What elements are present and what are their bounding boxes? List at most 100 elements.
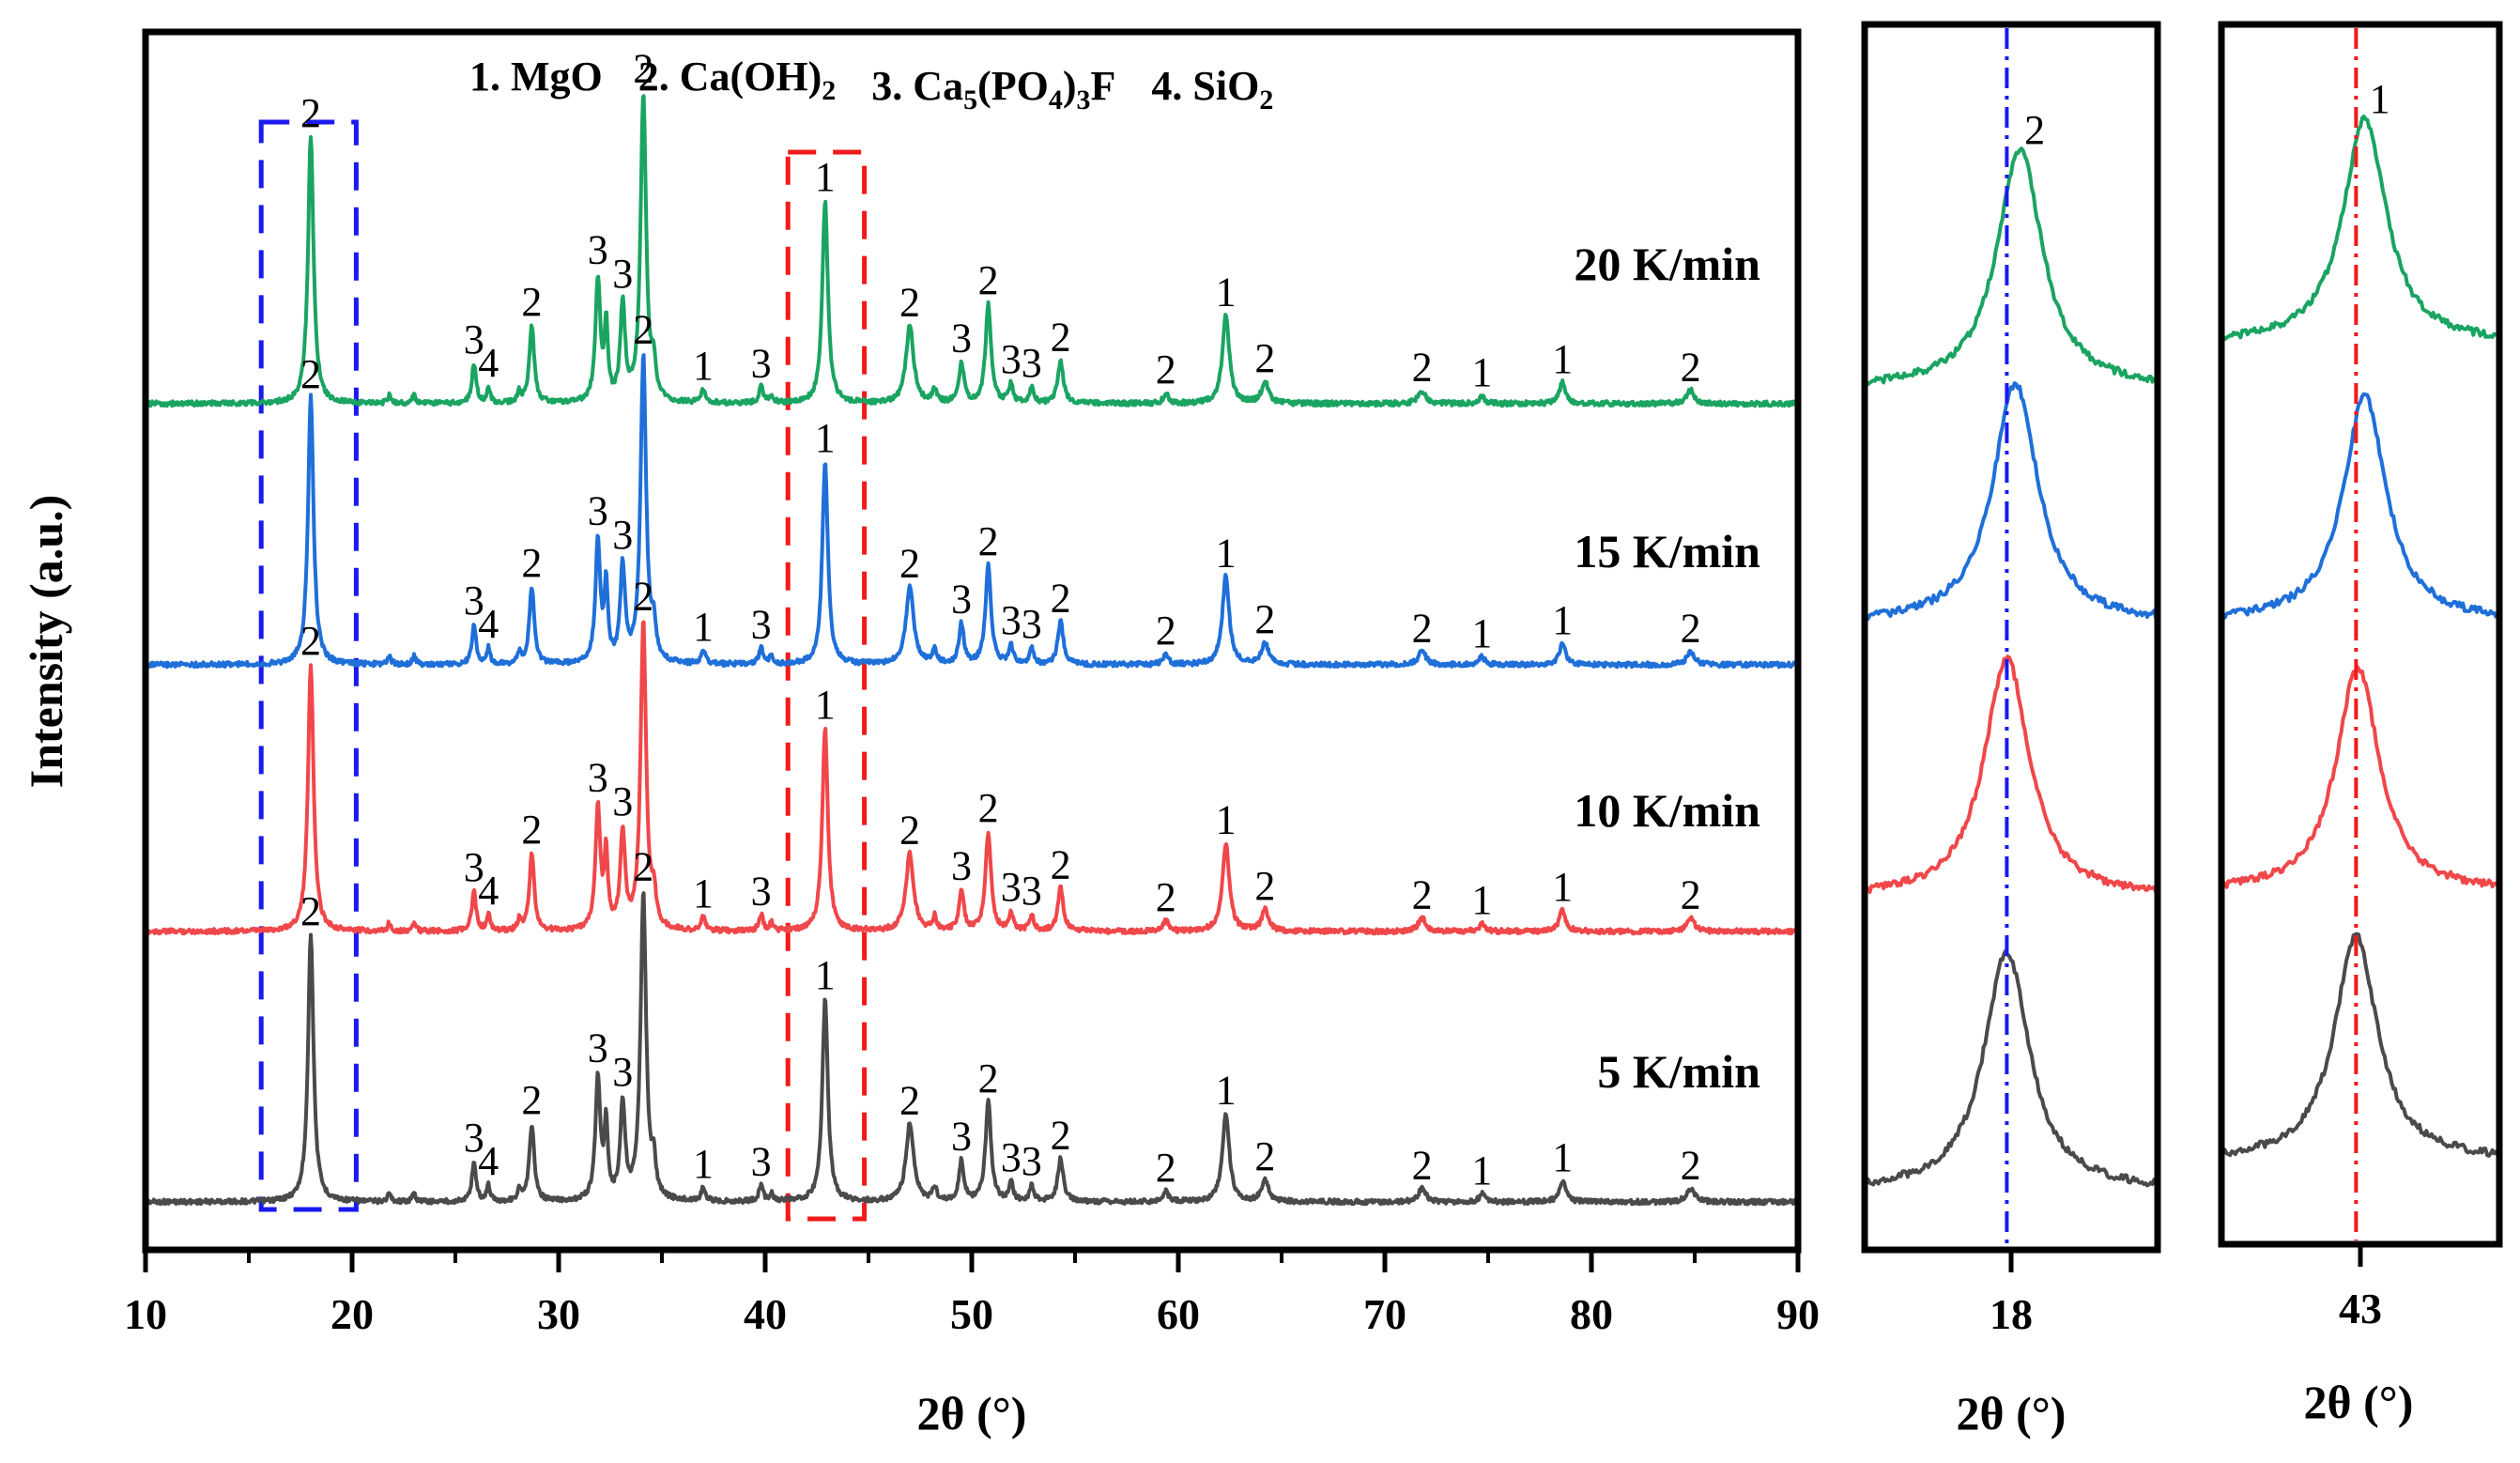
peak-label: 2 xyxy=(978,257,999,303)
peak-label: 1 xyxy=(815,952,836,998)
peak-label: 2 xyxy=(633,306,653,352)
x-tick-label: 70 xyxy=(1363,1290,1406,1338)
peak-label: 2 xyxy=(1254,596,1275,642)
inset-series-line-15-k-min xyxy=(2220,392,2501,620)
x-tick-label: 80 xyxy=(1570,1290,1613,1338)
peak-label: 3 xyxy=(464,578,484,624)
peak-label: 2 xyxy=(1156,1145,1176,1191)
rate-label: 10 K/min xyxy=(1574,784,1760,837)
peak-label: 3 xyxy=(951,1114,972,1160)
peak-label: 1 xyxy=(693,604,714,650)
highlight-boxes xyxy=(258,119,868,1222)
x-tick-label: 20 xyxy=(330,1290,374,1338)
peak-label: 2 xyxy=(1681,606,1701,652)
peak-label: 2 xyxy=(1051,842,1071,888)
peak-label: 1 xyxy=(1552,597,1573,643)
peak-label: 1 xyxy=(693,870,714,916)
x-tick-label: 18 xyxy=(1990,1290,2033,1338)
peak-label: 1 xyxy=(1216,270,1237,316)
inset-18-x-axis-title: 2θ (°) xyxy=(1957,1387,2067,1440)
peak-label: 2 xyxy=(978,785,999,831)
peak-label: 2 xyxy=(978,1055,999,1101)
peak-label: 4 xyxy=(478,1138,499,1184)
peak-label: 3 xyxy=(1022,601,1042,647)
x-tick-label: 50 xyxy=(950,1290,993,1338)
peak-label: 3 xyxy=(588,1025,608,1071)
peak-label: 3 xyxy=(1001,1134,1022,1180)
peak-label: 1 xyxy=(693,343,714,389)
peak-label: 2 xyxy=(521,279,542,325)
peak-label: 3 xyxy=(612,778,633,824)
highlight-box-2 xyxy=(785,149,868,1222)
peak-label: 2 xyxy=(1051,576,1071,622)
peak-label: 3 xyxy=(1001,336,1022,382)
peak-label: 2 xyxy=(633,843,653,889)
phase-legend: 1. MgO 2. Ca(OH)2 3. Ca5(PO4)3F 4. SiO2 xyxy=(469,54,1273,116)
inset-panel-18: 2 18 2θ (°) xyxy=(1861,21,2161,1440)
main-y-axis-title: Intensity (a.u.) xyxy=(20,495,72,789)
x-tick-label: 90 xyxy=(1776,1290,1820,1338)
peak-label: 1 xyxy=(1471,877,1492,923)
peak-label: 3 xyxy=(588,488,608,534)
peak-label: 2 xyxy=(1412,345,1433,391)
main-plot-frame xyxy=(142,28,1802,1254)
peak-label: 2 xyxy=(1412,1143,1433,1189)
peak-label: 2 xyxy=(899,279,920,325)
peak-label: 2 xyxy=(300,618,321,664)
x-tick-label: 10 xyxy=(124,1290,167,1338)
peak-label: 2 xyxy=(1051,1113,1071,1159)
rate-label: 20 K/min xyxy=(1574,238,1760,290)
peak-label: 2 xyxy=(300,351,321,397)
peak-label: 2 xyxy=(1254,1133,1275,1179)
peak-label: 3 xyxy=(951,316,972,362)
peak-label: 3 xyxy=(951,577,972,623)
peak-label: 2 xyxy=(1412,606,1433,652)
inset-43-series-group xyxy=(2220,115,2501,1158)
peak-label: 2 xyxy=(521,1077,542,1123)
inset-43-peak-label: 1 xyxy=(2370,76,2390,122)
inset-series-line-10-k-min xyxy=(1863,654,2159,895)
peak-label: 3 xyxy=(1022,868,1042,914)
inset-43-x-axis-title: 2θ (°) xyxy=(2304,1376,2414,1428)
peak-label: 2 xyxy=(633,45,653,91)
peak-label: 2 xyxy=(521,540,542,586)
peak-label: 2 xyxy=(633,573,653,619)
peak-label: 2 xyxy=(899,1077,920,1123)
peak-label: 2 xyxy=(1681,345,1701,391)
peak-label: 3 xyxy=(612,1049,633,1095)
inset-18-frame xyxy=(1861,21,2161,1254)
peak-label: 4 xyxy=(478,601,499,647)
peak-label: 1 xyxy=(1471,1147,1492,1194)
peak-label: 3 xyxy=(1022,1138,1042,1184)
x-tick-label: 40 xyxy=(744,1290,787,1338)
peak-label: 1 xyxy=(1216,1068,1237,1114)
inset-18-series-group xyxy=(1863,146,2159,1188)
inset-18-peak-label: 2 xyxy=(2024,107,2045,153)
peak-label: 4 xyxy=(478,868,499,914)
peak-label: 2 xyxy=(300,888,321,934)
peak-label: 1 xyxy=(1216,797,1237,843)
x-tick-label: 30 xyxy=(537,1290,580,1338)
inset-43-x-ticks: 43 xyxy=(2339,1244,2382,1332)
peak-label: 2 xyxy=(1254,863,1275,909)
main-x-ticks: 10 20 30 40 50 60 70 80 90 xyxy=(124,1250,1820,1338)
peak-label: 3 xyxy=(1022,340,1042,386)
inset-43-frame xyxy=(2218,21,2503,1248)
peak-label: 3 xyxy=(751,868,772,914)
peak-label: 3 xyxy=(751,1138,772,1184)
peak-label: 1 xyxy=(815,682,836,728)
peak-label: 1 xyxy=(693,1141,714,1187)
peak-label: 1 xyxy=(1471,349,1492,395)
inset-panel-43: 1 43 2θ (°) xyxy=(2218,21,2503,1428)
peak-label: 2 xyxy=(978,518,999,564)
peak-label: 3 xyxy=(1001,864,1022,910)
peak-label: 3 xyxy=(464,316,484,362)
x-tick-label: 43 xyxy=(2339,1285,2382,1332)
inset-18-x-ticks: 18 xyxy=(1990,1250,2033,1338)
series-line-15-k-min xyxy=(144,353,1800,670)
rate-label: 15 K/min xyxy=(1574,525,1760,578)
x-tick-label: 60 xyxy=(1157,1290,1200,1338)
